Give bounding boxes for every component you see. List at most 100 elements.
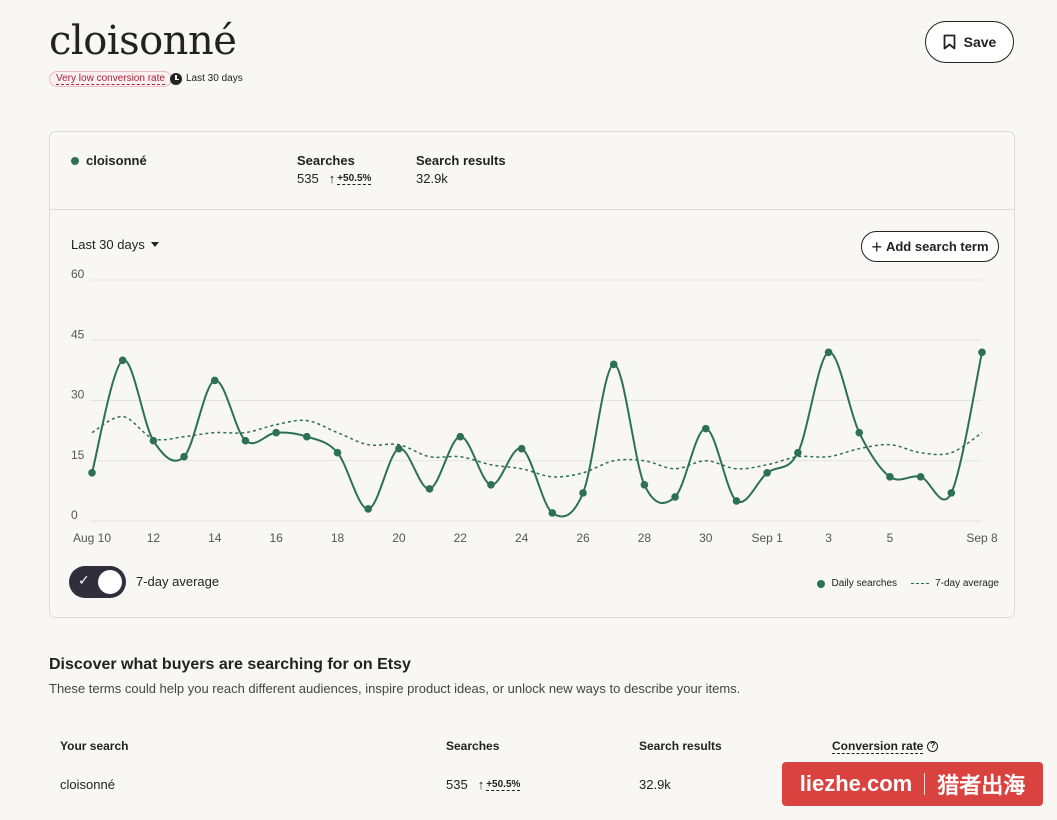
y-tick-label: 15 — [71, 448, 85, 462]
term-dot-icon — [71, 156, 79, 165]
watermark-right: 猎者出海 — [937, 773, 1026, 798]
data-point — [517, 444, 526, 453]
toggle-knob — [98, 570, 122, 594]
row-delta-text: +50.5% — [486, 778, 521, 791]
x-tick-label: Aug 10 — [73, 531, 111, 545]
discover-title: Discover what buyers are searching for o… — [49, 656, 411, 673]
results-label: Search results — [416, 153, 506, 168]
x-tick-label: 18 — [331, 531, 345, 545]
badge-label: Very low conversion rate — [56, 73, 165, 85]
x-tick-label: 24 — [515, 531, 529, 545]
y-tick-label: 45 — [71, 327, 85, 341]
results-stat: Search results 32.9k — [416, 153, 506, 186]
column-header-conversion[interactable]: Conversion rate ? — [832, 739, 939, 754]
clock-icon — [170, 73, 182, 85]
data-point — [701, 424, 710, 433]
results-value: 32.9k — [416, 171, 448, 186]
average-toggle[interactable]: ✓ — [69, 566, 126, 598]
search-trend-chart: 0 15 30 45 60 Aug 10 12 14 16 18 20 22 24 26 28 30 Sep 1… — [71, 267, 998, 545]
help-icon[interactable]: ? — [927, 741, 939, 752]
column-header-searches: Searches — [446, 739, 500, 753]
data-point — [272, 428, 280, 437]
x-tick-label: 14 — [208, 531, 222, 545]
searches-delta-text: +50.5% — [337, 172, 372, 185]
period-label: Last 30 days — [186, 73, 243, 84]
data-point — [395, 444, 403, 453]
page-title: cloisonné — [49, 18, 237, 64]
data-point — [88, 469, 96, 477]
chart-legend: Daily searches 7-day average — [817, 578, 999, 589]
watermark-divider — [924, 773, 926, 795]
bookmark-icon — [943, 34, 956, 50]
searches-value: 535 — [297, 171, 319, 186]
legend-daily-label: Daily searches — [831, 578, 898, 589]
x-tick-label: Sep 8 — [966, 531, 998, 545]
data-point — [916, 473, 925, 481]
chevron-down-icon — [150, 242, 159, 247]
toggle-label: 7-day average — [136, 574, 220, 589]
data-point — [640, 481, 649, 489]
conversion-header-label: Conversion rate — [832, 739, 924, 754]
searches-label: Searches — [297, 153, 355, 168]
column-header-results: Search results — [639, 739, 722, 753]
data-point — [333, 448, 342, 457]
data-point — [947, 489, 956, 497]
row-searches-value: 535 — [446, 777, 468, 792]
add-search-term-button[interactable]: + Add search term — [861, 231, 999, 262]
term-label: cloisonné — [86, 153, 147, 168]
x-tick-label: 26 — [576, 531, 590, 545]
add-search-term-label: Add search term — [885, 239, 989, 254]
data-point — [824, 348, 833, 357]
x-tick-label: 30 — [699, 531, 713, 545]
data-point — [886, 473, 894, 481]
conversion-badge[interactable]: Very low conversion rate — [49, 71, 172, 87]
row-results: 32.9k — [639, 777, 671, 792]
data-point — [579, 489, 587, 497]
term-legend: cloisonné — [71, 153, 147, 168]
data-point — [609, 360, 618, 369]
period-indicator: Last 30 days — [170, 72, 243, 86]
searches-delta[interactable]: ↑ +50.5% — [329, 171, 372, 186]
legend-daily: Daily searches — [817, 578, 897, 589]
y-tick-label: 30 — [71, 388, 85, 402]
x-tick-label: 20 — [392, 531, 406, 545]
watermark-left: liezhe.com — [799, 771, 913, 796]
data-point — [978, 348, 986, 357]
searches-stat: Searches 535 ↑ +50.5% — [297, 153, 372, 186]
legend-dot-icon — [817, 579, 826, 588]
search-trend-card: cloisonné Searches 535 ↑ +50.5% Search r… — [49, 131, 1015, 618]
save-button[interactable]: Save — [925, 21, 1014, 63]
arrow-up-icon: ↑ — [328, 171, 336, 186]
data-point — [303, 432, 311, 441]
column-header-search: Your search — [60, 739, 129, 753]
watermark-logo: liezhe.com 猎者出海 — [782, 762, 1043, 806]
data-point — [118, 356, 127, 365]
x-tick-label: 16 — [269, 531, 283, 545]
data-point — [149, 436, 158, 445]
row-searches: 535 ↑ +50.5% — [446, 777, 521, 792]
row-searches-delta[interactable]: ↑ +50.5% — [478, 777, 521, 792]
row-term: cloisonné — [60, 777, 115, 792]
range-dropdown[interactable]: Last 30 days — [71, 237, 159, 252]
x-tick-label: 22 — [454, 531, 468, 545]
data-point — [763, 469, 771, 477]
data-point — [210, 376, 219, 385]
x-tick-label: Sep 1 — [751, 531, 783, 545]
legend-average: 7-day average — [911, 578, 999, 589]
x-tick-label: 28 — [638, 531, 652, 545]
y-tick-label: 60 — [71, 267, 85, 281]
x-tick-label: 5 — [887, 531, 894, 545]
data-point — [425, 485, 434, 493]
data-point — [671, 493, 679, 501]
series-daily-line — [91, 351, 983, 518]
range-label: Last 30 days — [71, 237, 145, 252]
check-icon: ✓ — [78, 572, 90, 588]
data-point — [241, 436, 250, 445]
card-header: cloisonné Searches 535 ↑ +50.5% Search r… — [50, 132, 1014, 210]
data-point — [456, 432, 465, 441]
data-point — [732, 497, 741, 505]
legend-average-label: 7-day average — [935, 578, 999, 589]
data-point — [794, 448, 802, 457]
arrow-up-icon: ↑ — [477, 777, 485, 792]
x-tick-label: 12 — [147, 531, 161, 545]
